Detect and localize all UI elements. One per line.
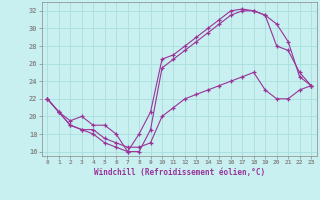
X-axis label: Windchill (Refroidissement éolien,°C): Windchill (Refroidissement éolien,°C) [94, 168, 265, 177]
